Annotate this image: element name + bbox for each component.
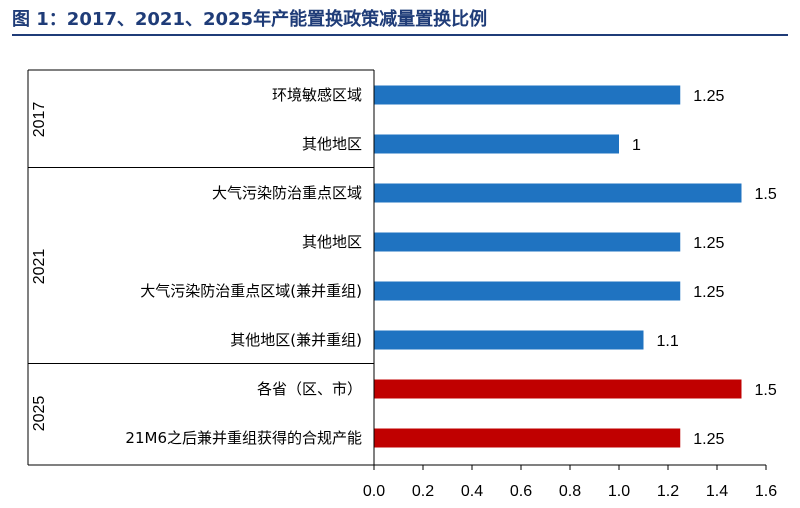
category-label: 其他地区(兼并重组) — [230, 331, 362, 349]
category-label: 大气污染防治重点区域(兼并重组) — [140, 282, 362, 300]
category-label: 大气污染防治重点区域 — [212, 184, 362, 202]
x-tick-label: 1.4 — [706, 483, 728, 500]
bar — [374, 85, 681, 105]
value-label: 1 — [632, 137, 641, 154]
x-tick-label: 0.2 — [412, 483, 434, 500]
group-label: 2021 — [31, 249, 48, 285]
bar — [374, 428, 681, 448]
x-tick-label: 0.0 — [363, 483, 385, 500]
bar — [374, 281, 681, 301]
bar — [374, 232, 681, 252]
chart-title: 图 1：2017、2021、2025年产能置换政策减量置换比例 — [12, 9, 488, 30]
x-tick-label: 1.2 — [657, 483, 679, 500]
group-label: 2025 — [31, 396, 48, 432]
value-label: 1.5 — [755, 186, 777, 203]
value-label: 1.25 — [693, 284, 724, 301]
x-tick-label: 1.6 — [755, 483, 777, 500]
bar — [374, 134, 619, 154]
value-label: 1.1 — [657, 333, 679, 350]
title-underline — [12, 34, 788, 36]
value-label: 1.25 — [693, 235, 724, 252]
x-tick-label: 0.8 — [559, 483, 581, 500]
value-label: 1.25 — [693, 431, 724, 448]
value-label: 1.5 — [755, 382, 777, 399]
bar — [374, 183, 742, 203]
category-label: 其他地区 — [302, 135, 362, 153]
group-label: 2017 — [31, 102, 48, 138]
category-label: 各省（区、市） — [257, 380, 362, 398]
x-tick-label: 0.6 — [510, 483, 532, 500]
category-label: 其他地区 — [302, 233, 362, 251]
x-tick-label: 1.0 — [608, 483, 630, 500]
category-label: 环境敏感区域 — [272, 86, 362, 104]
bar — [374, 330, 644, 350]
category-label: 21M6之后兼并重组获得的合规产能 — [125, 429, 362, 447]
bar — [374, 379, 742, 399]
x-tick-label: 0.4 — [461, 483, 483, 500]
value-label: 1.25 — [693, 88, 724, 105]
